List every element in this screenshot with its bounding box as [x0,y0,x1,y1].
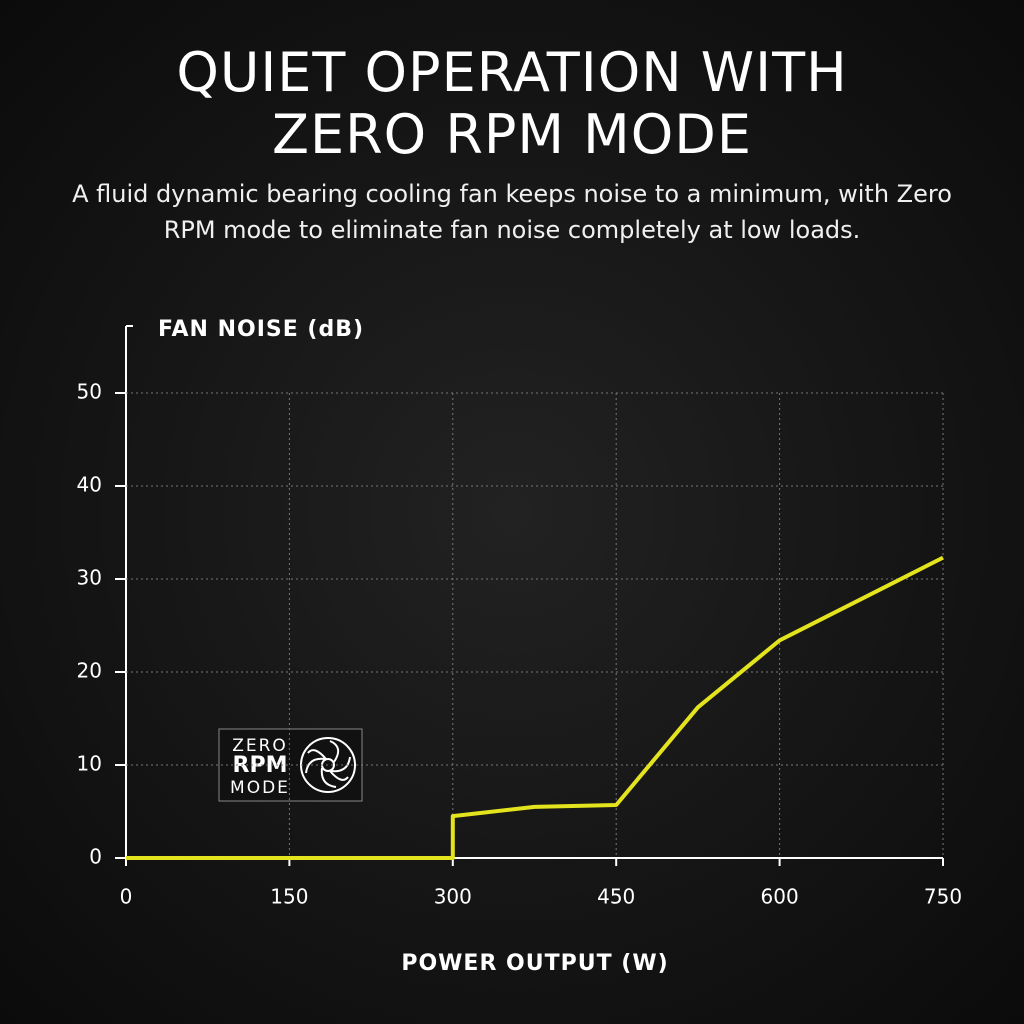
badge-text: RPM [233,753,288,778]
x-tick-label: 0 [120,885,133,909]
x-tick-label: 150 [270,885,308,909]
chart-title: QUIET OPERATION WITH ZERO RPM MODE [176,41,848,166]
data-line [126,555,944,860]
x-tick-label: 450 [597,885,635,909]
y-tick-label: 10 [77,752,102,776]
zero-rpm-badge: ZERO RPM MODE [218,728,363,802]
y-tick-label: 50 [77,380,102,404]
x-tick-label: 600 [761,885,799,909]
y-tick-label: 20 [77,659,102,683]
x-axis-label: POWER OUTPUT (W) [401,951,668,976]
badge-text: ZERO [232,736,288,756]
y-tick-label: 0 [89,845,102,869]
y-tick-label: 40 [77,473,102,497]
y-axis-label: FAN NOISE (dB) [158,317,364,342]
badge-text: MODE [230,778,290,798]
chart-subtitle: A fluid dynamic bearing cooling fan keep… [72,180,952,244]
y-tick-label: 30 [77,566,102,590]
x-tick-label: 300 [434,885,472,909]
x-tick-label: 750 [924,885,962,909]
